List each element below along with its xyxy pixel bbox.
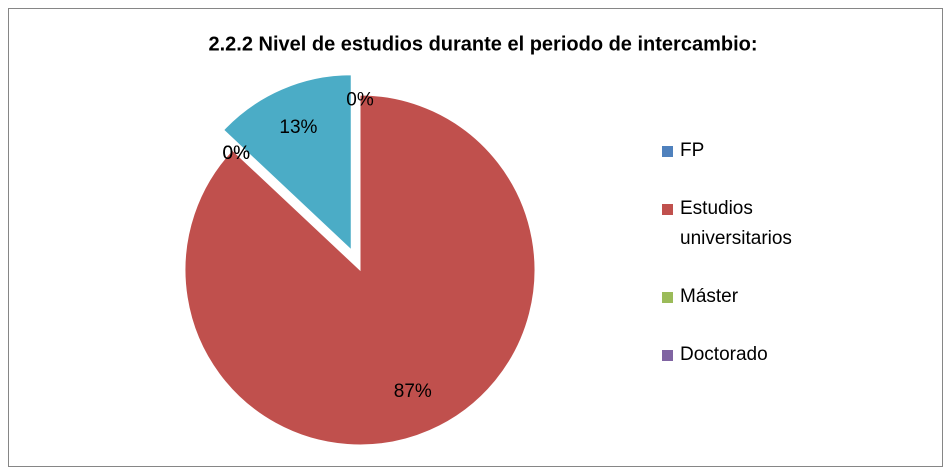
legend-swatch [662,350,673,361]
data-label: 0% [223,143,251,164]
data-label: 0% [346,89,374,110]
chart-title: 2.2.2 Nivel de estudios durante el perio… [208,33,757,55]
data-label: 87% [394,381,432,402]
legend-swatch [662,204,673,215]
legend-label: FP [680,140,705,161]
legend-label: Estudios universitarios [680,198,792,249]
data-label: 0% [223,143,251,164]
legend-item: Máster [662,282,862,312]
pie-slice [184,94,536,446]
legend-label: Doctorado [680,344,768,365]
legend: FP Estudios universitarios Máster Doctorado [662,136,862,398]
legend-swatch [662,146,673,157]
data-label: 13% [279,117,317,138]
legend-item: Doctorado [662,340,862,370]
legend-item: FP [662,136,862,166]
legend-swatch [662,292,673,303]
legend-item: Estudios universitarios [662,194,862,254]
legend-label: Máster [680,286,739,307]
pie-slice [222,74,352,251]
